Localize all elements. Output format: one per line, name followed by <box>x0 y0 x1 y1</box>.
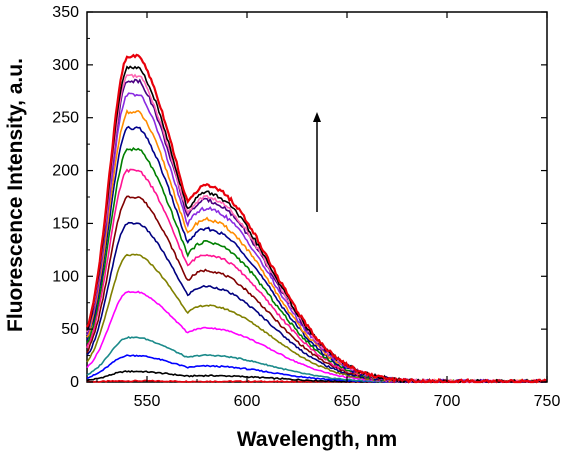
y-tick-label: 300 <box>52 57 79 74</box>
x-tick-label: 550 <box>134 393 161 410</box>
y-tick-label: 100 <box>52 268 79 285</box>
y-tick-label: 250 <box>52 110 79 127</box>
x-tick-label: 700 <box>434 393 461 410</box>
y-tick-label: 350 <box>52 4 79 21</box>
x-axis-title: Wavelength, nm <box>237 428 397 451</box>
y-tick-label: 200 <box>52 163 79 180</box>
y-tick-label: 0 <box>70 374 79 391</box>
x-tick-label: 650 <box>334 393 361 410</box>
spectrum-line <box>86 53 547 384</box>
x-tick-label: 750 <box>534 393 561 410</box>
y-tick-label: 150 <box>52 215 79 232</box>
series-layer <box>86 53 547 384</box>
x-tick-label: 600 <box>234 393 261 410</box>
y-axis-title: Fluorescence Intensity, a.u. <box>4 58 27 332</box>
arrow-head <box>313 112 321 122</box>
y-tick-label: 50 <box>61 321 79 338</box>
ticks-layer: 550 600 650 700 750 0 50 100 150 200 250 300 350 <box>52 4 560 410</box>
increase-arrow <box>313 112 321 212</box>
spectrum-line <box>86 253 547 383</box>
